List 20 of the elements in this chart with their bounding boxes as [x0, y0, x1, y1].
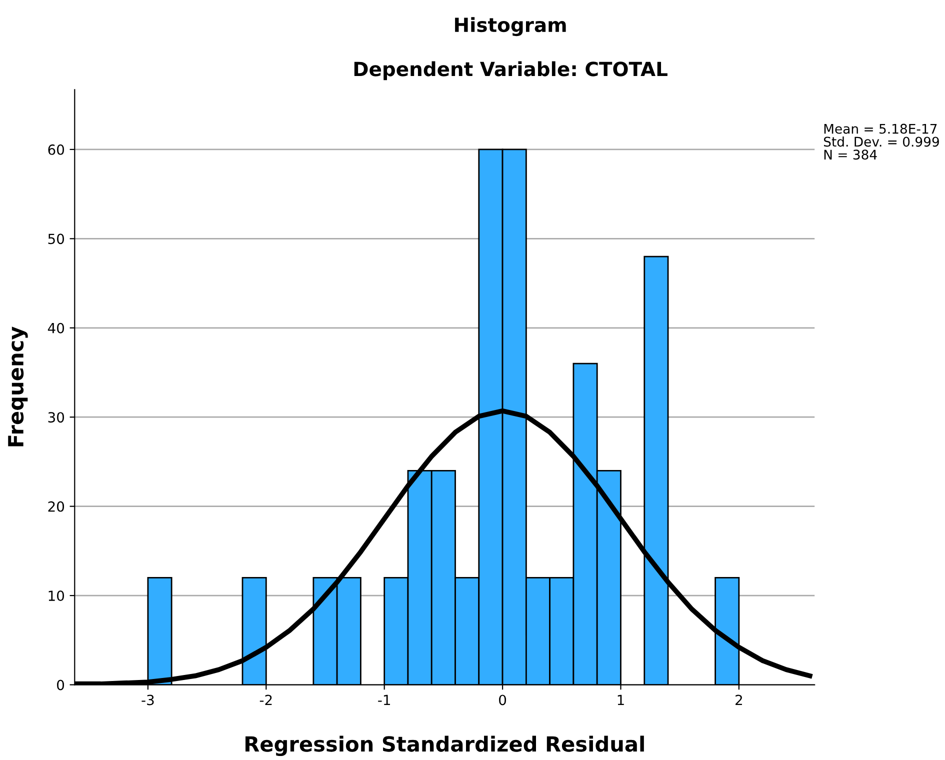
y-tick-label: 60: [48, 144, 64, 155]
x-tick-label: -1: [378, 694, 390, 706]
x-tick-label: 2: [736, 694, 742, 706]
y-tick-label: 0: [57, 680, 64, 690]
x-tick-label: -3: [142, 694, 154, 706]
chart-title: Histogram: [455, 17, 566, 36]
y-tick-label: 30: [48, 412, 64, 423]
y-tick-label: 10: [48, 590, 64, 602]
x-tick-label: 1: [618, 694, 624, 706]
x-tick-label: 0: [499, 694, 506, 706]
chart-subtitle: Dependent Variable: CTOTAL: [354, 61, 668, 80]
y-tick-label: 50: [48, 234, 64, 244]
y-axis-title: Frequency: [8, 326, 28, 446]
x-axis-title: Regression Standardized Residual: [246, 736, 644, 756]
y-tick-label: 40: [48, 322, 64, 334]
y-tick-label: 20: [48, 501, 64, 512]
text: Mean = 5.18E-17: [824, 124, 937, 134]
x-tick-label: -2: [260, 694, 272, 706]
text: N = 384: [824, 150, 877, 160]
text: Std. Dev. = 0.999: [824, 136, 939, 147]
